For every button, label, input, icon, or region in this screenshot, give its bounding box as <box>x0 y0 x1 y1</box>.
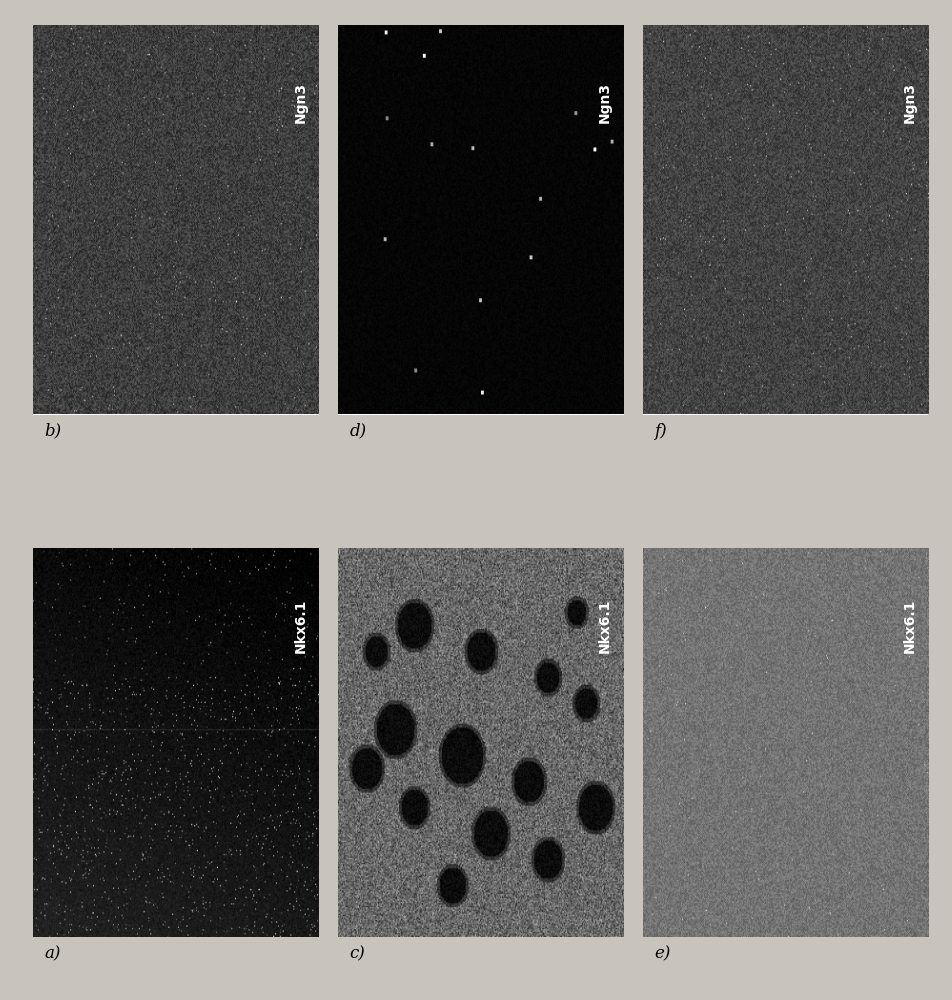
Text: Nkx6.1: Nkx6.1 <box>902 598 917 653</box>
Text: c): c) <box>349 945 366 962</box>
Text: Ngn3: Ngn3 <box>902 82 917 123</box>
Text: f): f) <box>654 422 666 440</box>
Text: Nkx6.1: Nkx6.1 <box>598 598 612 653</box>
Text: Ngn3: Ngn3 <box>598 82 612 123</box>
Text: b): b) <box>45 422 62 440</box>
Text: Ngn3: Ngn3 <box>293 82 307 123</box>
Text: d): d) <box>349 422 367 440</box>
Text: e): e) <box>654 945 670 962</box>
Text: a): a) <box>45 945 61 962</box>
Text: Nkx6.1: Nkx6.1 <box>293 598 307 653</box>
